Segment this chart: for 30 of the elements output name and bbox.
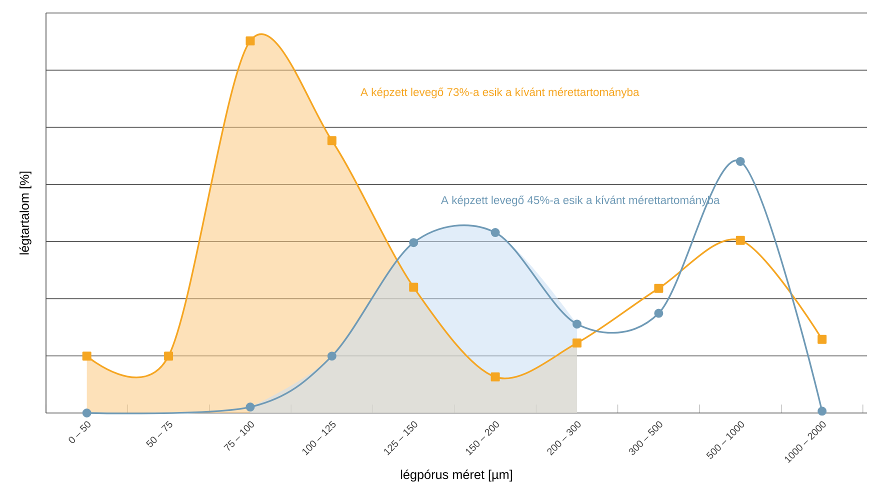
point [409, 238, 418, 248]
point [572, 320, 582, 329]
point [654, 308, 664, 318]
point [409, 282, 418, 292]
point [327, 136, 336, 146]
x-tick-label: 50 – 75 [146, 420, 172, 448]
x-tick-label: 0 – 50 [68, 421, 90, 444]
point [246, 36, 255, 46]
x-tick-label: 100 – 125 [302, 420, 336, 456]
point [572, 338, 582, 348]
point [82, 408, 92, 418]
point [164, 352, 174, 361]
x-tick-label: 125 – 150 [384, 421, 418, 456]
point [818, 406, 827, 416]
x-tick-label: 200 – 300 [547, 421, 581, 456]
point [490, 228, 500, 238]
point [490, 372, 500, 382]
point [736, 236, 745, 245]
point [82, 352, 92, 361]
point [736, 156, 745, 166]
annotation: A képzett levegő 73%-a esik a kívánt mérettartományba [360, 88, 640, 98]
x-axis-title: légpórus méret [µm] [400, 470, 512, 482]
y-axis-title: légtartalom [%] [19, 172, 32, 254]
x-tick-label: 150 – 200 [466, 421, 499, 456]
point [654, 284, 664, 293]
x-tick-label: 300 – 500 [628, 421, 662, 455]
point [246, 402, 255, 412]
point [327, 352, 336, 361]
x-tick-label: 75 – 100 [224, 421, 254, 451]
point [818, 334, 827, 344]
